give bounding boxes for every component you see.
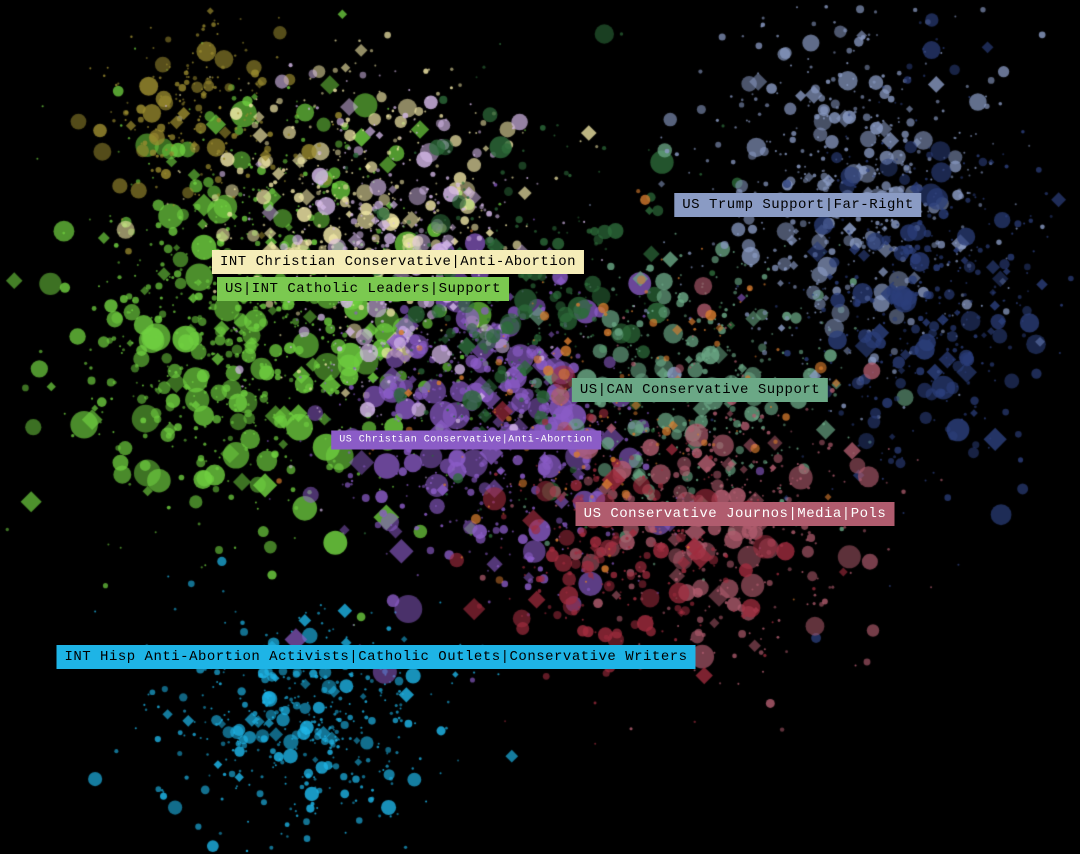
network-canvas bbox=[0, 0, 1080, 854]
